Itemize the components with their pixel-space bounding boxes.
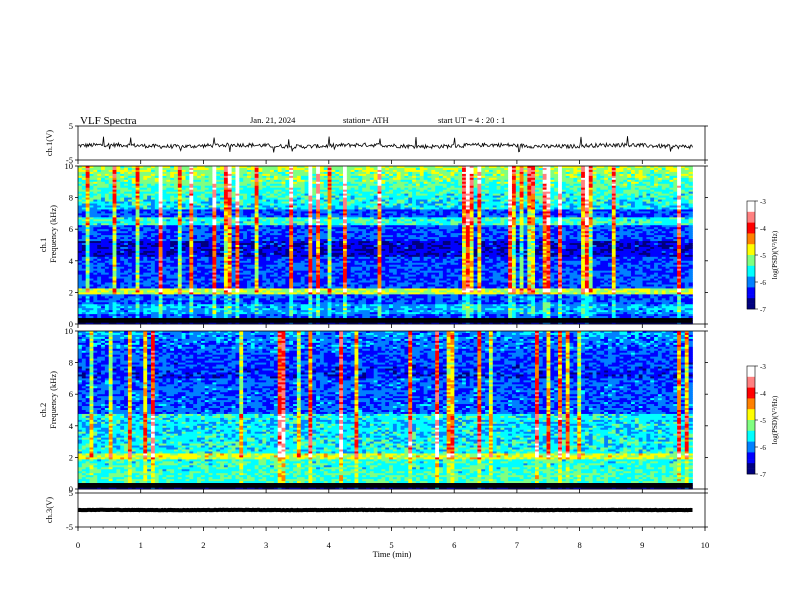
ch1-waveform-ylabel: ch.1(V)	[44, 130, 54, 156]
y-tick-label: 5	[69, 121, 73, 131]
figure-title: VLF Spectra	[80, 115, 137, 127]
start-time-label: start UT = 4 : 20 : 1	[438, 115, 505, 125]
station-label: station= ATH	[343, 115, 389, 125]
ch1-spectrogram-image	[78, 166, 693, 324]
ch1-waveform-frame	[78, 126, 705, 160]
ch1-waveform-panel: 5-5 ch.1(V)	[44, 121, 708, 165]
date-label: Jan. 21, 2024	[250, 115, 296, 125]
